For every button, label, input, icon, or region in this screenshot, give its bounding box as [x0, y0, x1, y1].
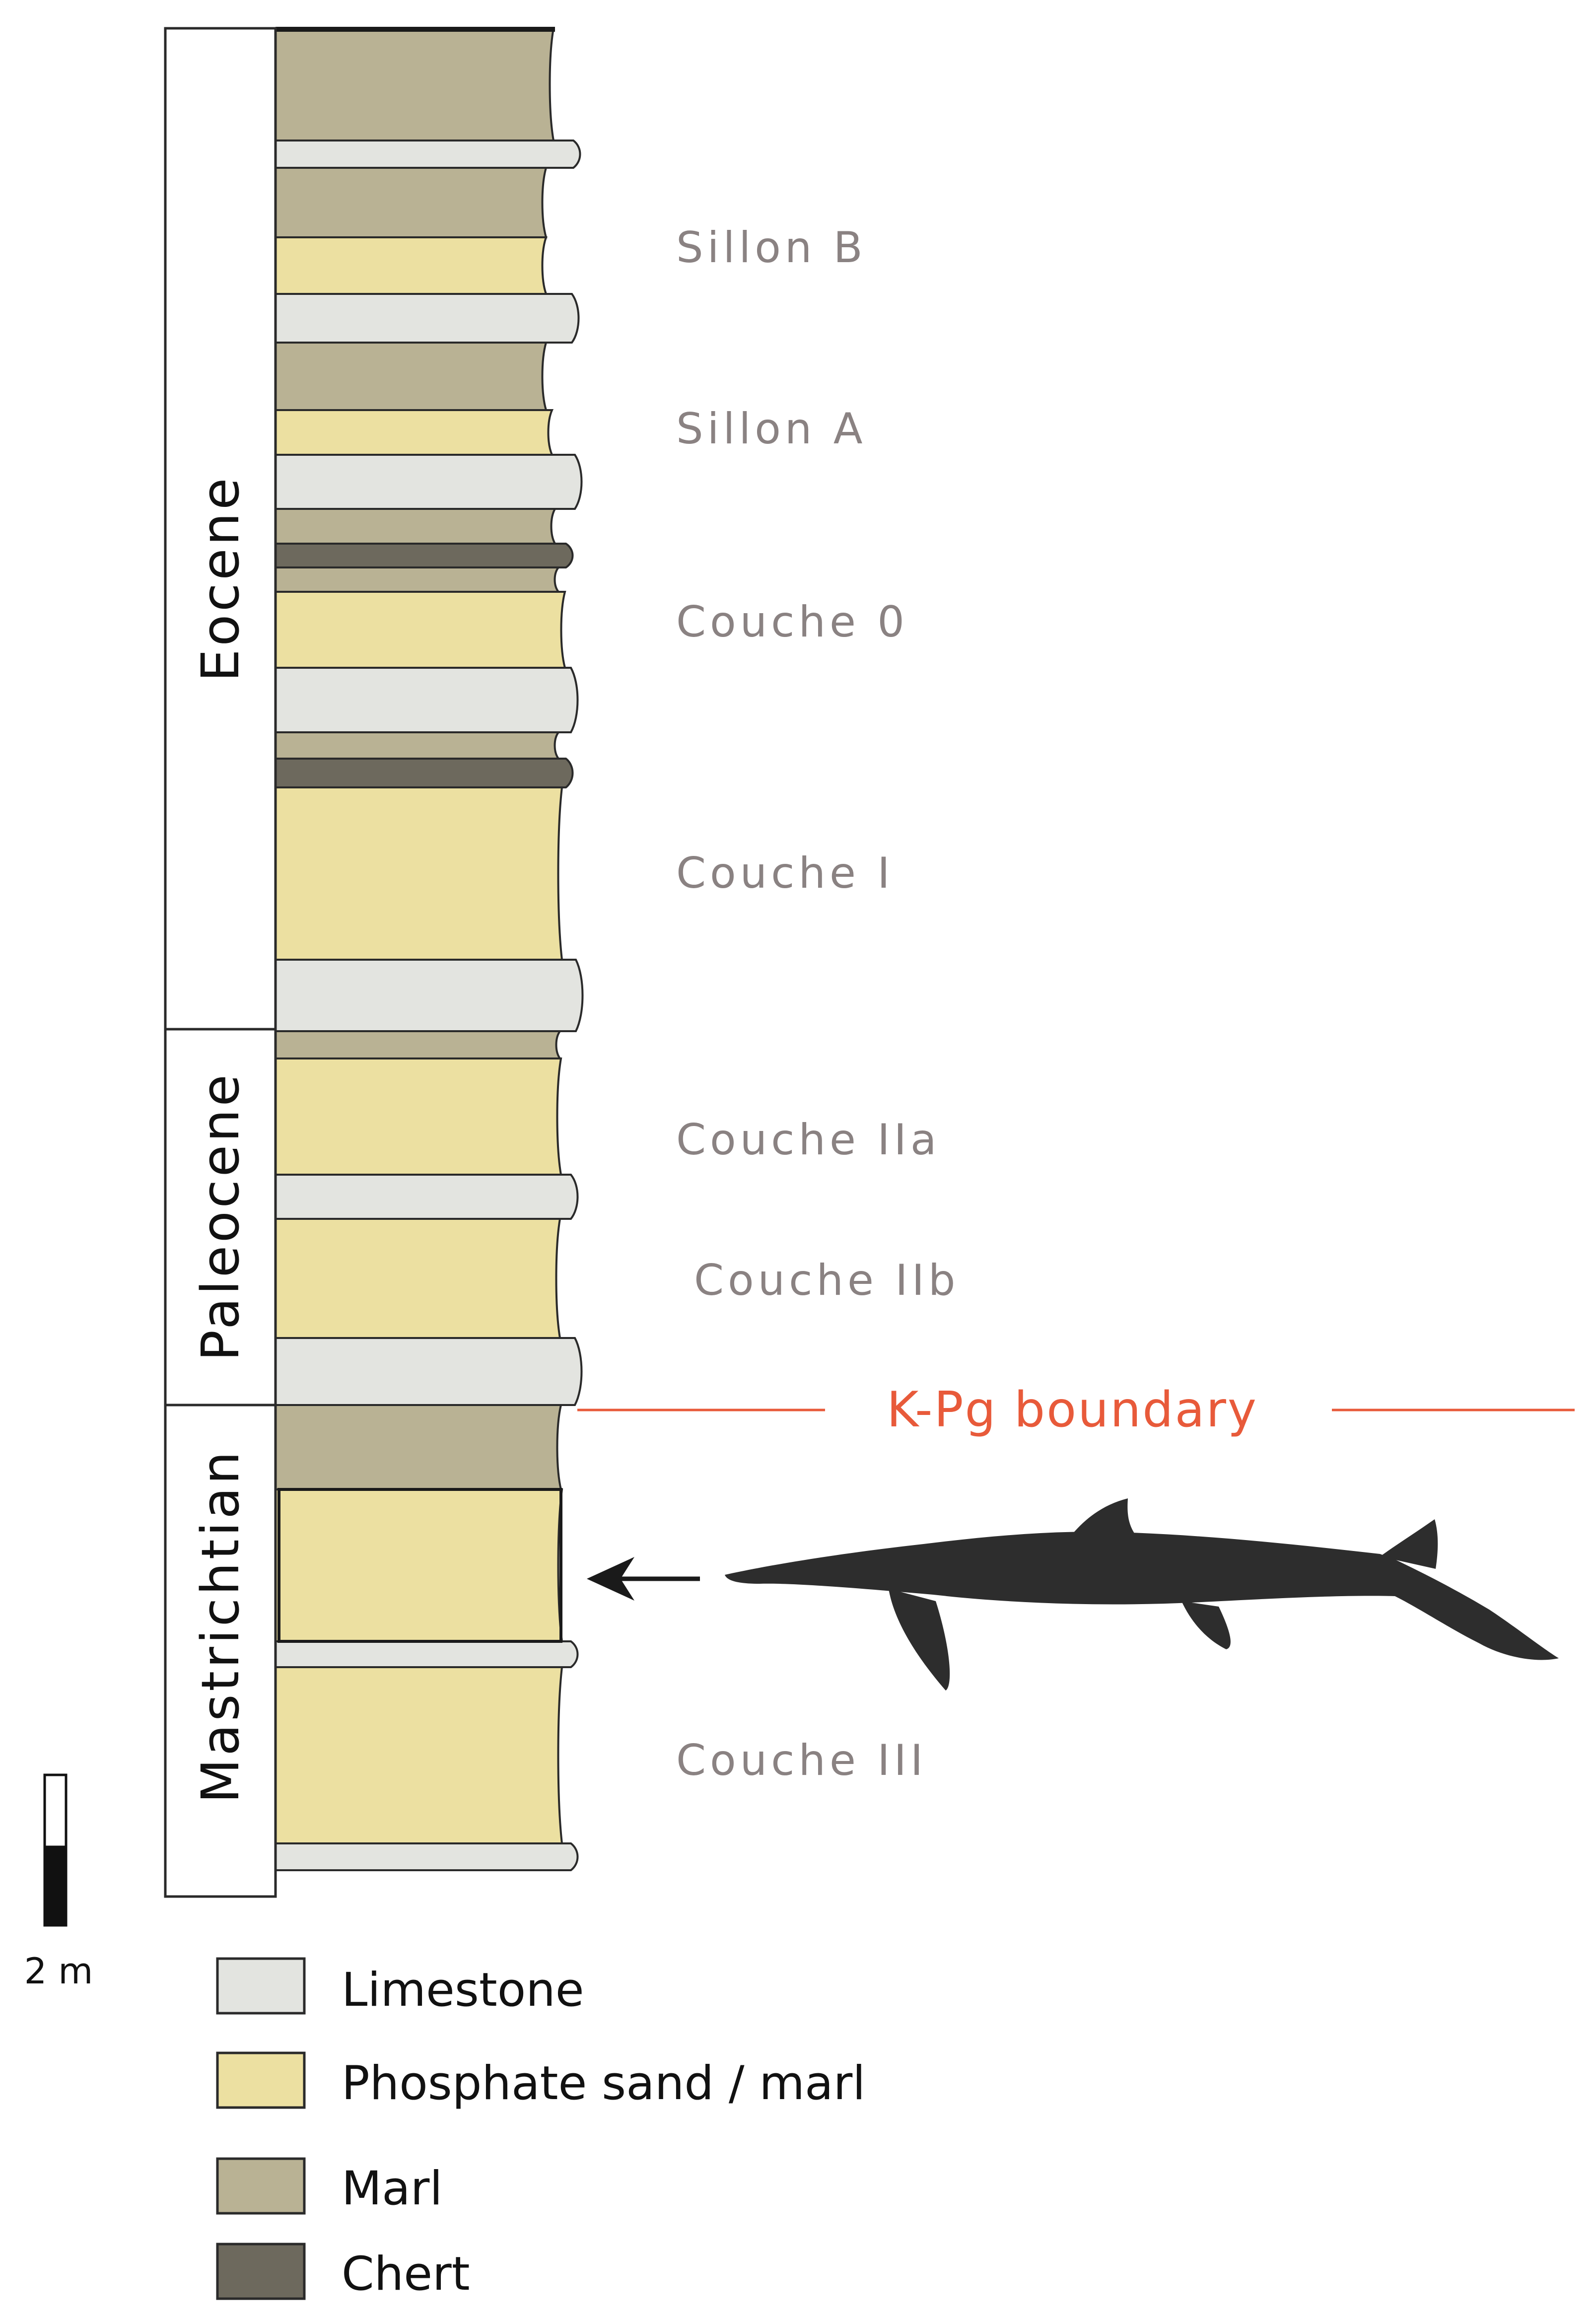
layer-phosphate — [275, 1666, 563, 1844]
unit-label-couche-0: Couche 0 — [676, 597, 908, 647]
unit-label-sillon-a: Sillon A — [676, 404, 867, 454]
unit-label-couche-iii: Couche III — [676, 1736, 927, 1785]
layer-limestone — [275, 1640, 579, 1668]
epoch-label-paleocene: Paleocene — [190, 1071, 251, 1361]
unit-label-couche-iia: Couche IIa — [676, 1115, 941, 1165]
scale-bar-label: 2 m — [24, 1950, 93, 1992]
layer-marl — [275, 731, 561, 760]
arrow-head — [587, 1557, 634, 1601]
boundary-label: K-Pg boundary — [887, 1382, 1258, 1438]
scale-bar-black — [43, 1845, 68, 1927]
fossil-horizon-box — [277, 1488, 562, 1643]
legend-label-limestone: Limestone — [342, 1963, 584, 2017]
scale-bar-white — [43, 1773, 68, 1848]
fossil-occurrence — [587, 1498, 1559, 1690]
layer-limestone — [275, 293, 580, 344]
unit-label-couche-iib: Couche IIb — [694, 1256, 960, 1305]
layer-limestone — [275, 959, 584, 1032]
unit-label-couche-i: Couche I — [676, 848, 894, 898]
epoch-label-mastrichtian: Mastrichtian — [190, 1449, 251, 1803]
scale-bar: 2 m — [24, 1773, 93, 1992]
layer-limestone — [275, 454, 583, 510]
layer-limestone — [275, 1337, 583, 1406]
legend-label-marl: Marl — [342, 2162, 442, 2216]
layer-phosphate — [275, 1057, 562, 1176]
epoch-box-paleocene — [164, 1028, 277, 1407]
epoch-column: Eocene Paleocene Mastrichtian — [164, 27, 277, 1898]
epoch-label-eocene: Eocene — [190, 475, 251, 682]
layer-marl — [275, 508, 557, 545]
layer-phosphate — [275, 236, 548, 295]
layer-limestone — [275, 140, 581, 169]
layer-phosphate — [275, 786, 563, 961]
layer-limestone — [275, 667, 579, 733]
layer-marl — [275, 342, 548, 411]
legend-swatch-chert — [216, 2243, 306, 2300]
legend-swatch-limestone — [216, 1957, 306, 2015]
unit-label-sillon-b: Sillon B — [676, 223, 867, 273]
epoch-box-eocene — [164, 27, 277, 1031]
layer-marl — [275, 27, 555, 141]
layer-limestone — [275, 1842, 579, 1871]
lithology-column — [275, 27, 584, 1871]
legend-label-phosphate: Phosphate sand / marl — [342, 2056, 865, 2111]
legend: Limestone Phosphate sand / marl Marl Che… — [216, 1957, 865, 2301]
layer-marl — [275, 1030, 562, 1059]
layer-limestone — [275, 1174, 579, 1220]
layer-phosphate — [275, 409, 554, 456]
layer-phosphate — [275, 1218, 561, 1339]
legend-label-chert: Chert — [342, 2247, 470, 2301]
layer-marl — [275, 167, 548, 238]
mosasaur-silhouette-icon — [725, 1498, 1559, 1690]
unit-labels: Sillon B Sillon A Couche 0 Couche I Couc… — [676, 223, 960, 1785]
layer-chert — [275, 758, 574, 788]
layer-chert — [275, 543, 574, 568]
layer-marl — [275, 1404, 562, 1490]
kpg-boundary-marker: K-Pg boundary — [577, 1382, 1575, 1438]
layer-marl — [275, 566, 561, 593]
legend-swatch-phosphate — [216, 2051, 306, 2109]
layer-phosphate — [275, 1488, 563, 1642]
epoch-box-mastrichtian — [164, 1404, 277, 1898]
layer-phosphate — [275, 591, 566, 669]
legend-swatch-marl — [216, 2157, 306, 2215]
